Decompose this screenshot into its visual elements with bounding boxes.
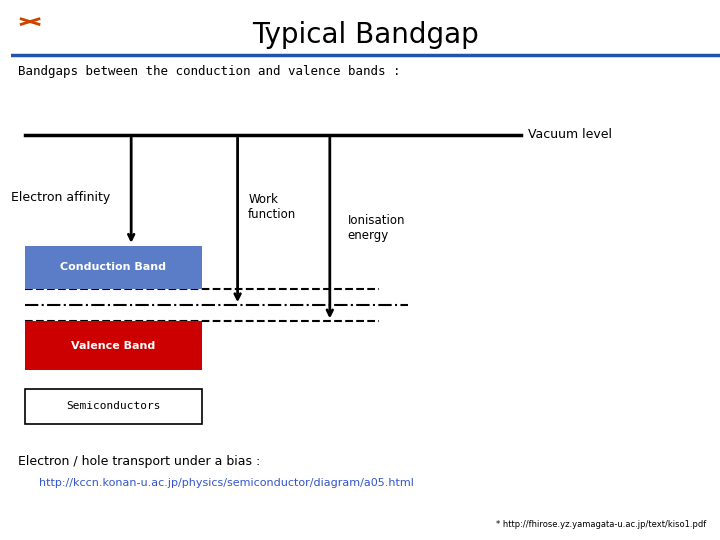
Text: http://kccn.konan-u.ac.jp/physics/semiconductor/diagram/a05.html: http://kccn.konan-u.ac.jp/physics/semico… bbox=[39, 478, 414, 488]
Text: Electron affinity: Electron affinity bbox=[11, 191, 110, 204]
Text: Semiconductors: Semiconductors bbox=[66, 401, 161, 411]
Bar bbox=[24, 321, 202, 370]
Text: Ionisation
energy: Ionisation energy bbox=[348, 214, 405, 242]
Text: Electron / hole transport under a bias :: Electron / hole transport under a bias : bbox=[18, 455, 260, 468]
Text: Work
function: Work function bbox=[248, 193, 297, 220]
Text: Conduction Band: Conduction Band bbox=[60, 262, 166, 272]
Text: Valence Band: Valence Band bbox=[71, 341, 156, 350]
Text: Vacuum level: Vacuum level bbox=[528, 129, 613, 141]
Bar bbox=[24, 389, 202, 424]
Text: * http://fhirose.yz.yamagata-u.ac.jp/text/kiso1.pdf: * http://fhirose.yz.yamagata-u.ac.jp/tex… bbox=[495, 520, 706, 529]
Text: Typical Bandgap: Typical Bandgap bbox=[252, 21, 479, 49]
Bar bbox=[24, 246, 202, 289]
Text: Bandgaps between the conduction and valence bands :: Bandgaps between the conduction and vale… bbox=[18, 65, 400, 78]
